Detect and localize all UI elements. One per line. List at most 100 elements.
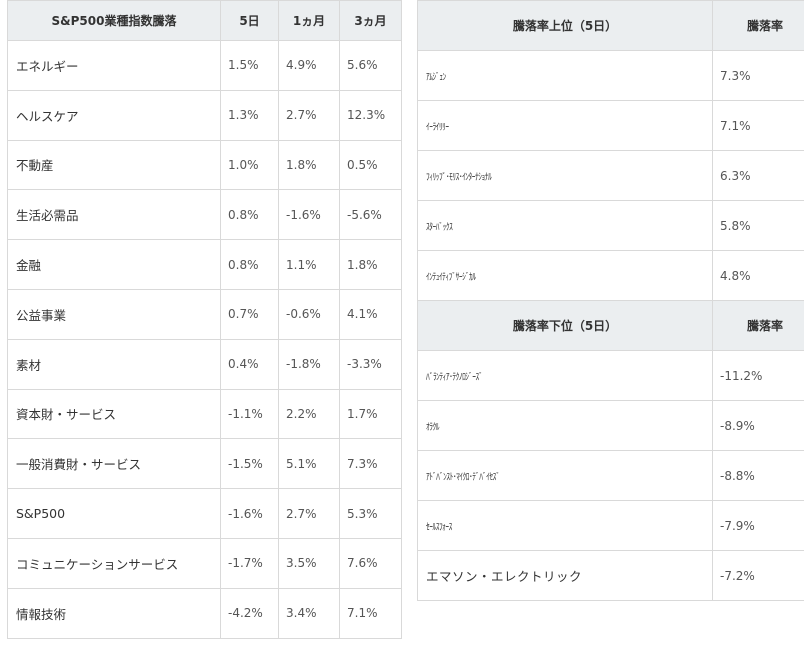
change-1month: 3.5%: [278, 537, 340, 589]
change-3month: 1.7%: [339, 388, 402, 440]
header-top-losers: 騰落率下位（5日）: [417, 300, 713, 351]
change-3month: 0.5%: [339, 139, 402, 191]
bottom-header-row: 騰落率下位（5日） 騰落率: [417, 300, 804, 351]
stock-ranking-table: 騰落率上位（5日） 騰落率 ｱﾑｼﾞｪﾝ 7.3% ｲｰﾗｲﾘﾘｰ 7.1% ﾌｨﾘｯﾌ…: [417, 0, 804, 601]
change-rate: 6.3%: [712, 150, 804, 201]
change-3month: 7.6%: [339, 537, 402, 589]
table-row: ｵﾗｸﾙ -8.9%: [417, 400, 804, 451]
change-rate: 4.8%: [712, 250, 804, 301]
change-1month: 2.2%: [278, 388, 340, 440]
change-1month: -1.8%: [278, 338, 340, 390]
company-name-text: ｱﾑｼﾞｪﾝ: [426, 71, 446, 83]
table-row: ｱﾄﾞﾊﾞﾝｽﾄ･ﾏｲｸﾛ･ﾃﾞﾊﾞｲｾｽﾞ -8.8%: [417, 450, 804, 501]
change-3month: 7.3%: [339, 438, 402, 490]
change-rate: 7.1%: [712, 100, 804, 151]
change-1month: 5.1%: [278, 438, 340, 490]
company-name-text: ｲﾝﾃｭｲﾃｨﾌﾞｻｰｼﾞｶﾙ: [426, 271, 476, 283]
change-3month: 1.8%: [339, 239, 402, 290]
company-name: ﾊﾟﾗﾝﾃｨｱ･ﾃｸﾉﾛｼﾞｰｽﾞ: [417, 350, 713, 401]
company-name-text: ﾌｨﾘｯﾌﾟ･ﾓﾘｽ･ｲﾝﾀｰﾅｼｮﾅﾙ: [426, 171, 492, 183]
company-name: ｲﾝﾃｭｲﾃｨﾌﾞｻｰｼﾞｶﾙ: [417, 250, 713, 301]
change-rate: 5.8%: [712, 200, 804, 251]
company-name: ｽﾀｰﾊﾞｯｸｽ: [417, 200, 713, 251]
company-name-text: ｽﾀｰﾊﾞｯｸｽ: [426, 221, 453, 233]
sector-name: 金融: [7, 239, 221, 290]
table-row: 一般消費財・サービス -1.5% 5.1% 7.3%: [7, 438, 402, 490]
company-name-text: ﾊﾟﾗﾝﾃｨｱ･ﾃｸﾉﾛｼﾞｰｽﾞ: [426, 371, 483, 383]
table-header-row: S&P500業種指数騰落 5日 1ヵ月 3ヵ月: [7, 0, 402, 41]
header-top-rate: 騰落率: [712, 0, 804, 51]
sector-name: コミュニケーションサービス: [7, 537, 221, 589]
sector-name: ヘルスケア: [7, 89, 221, 141]
change-1month: 3.4%: [278, 587, 340, 639]
change-3month: 5.6%: [339, 40, 402, 91]
table-row: ﾊﾟﾗﾝﾃｨｱ･ﾃｸﾉﾛｼﾞｰｽﾞ -11.2%: [417, 350, 804, 401]
sector-name: 素材: [7, 338, 221, 390]
change-1month: 1.1%: [278, 239, 340, 290]
change-3month: -3.3%: [339, 338, 402, 390]
change-5day: 0.8%: [220, 189, 279, 241]
header-bottom-rate: 騰落率: [712, 300, 804, 351]
sector-name: 情報技術: [7, 587, 221, 639]
change-5day: 0.4%: [220, 338, 279, 390]
company-name: ｾｰﾙｽﾌｫｰｽ: [417, 500, 713, 551]
table-row: エマソン・エレクトリック -7.2%: [417, 550, 804, 601]
change-3month: 7.1%: [339, 587, 402, 639]
table-row: ｽﾀｰﾊﾞｯｸｽ 5.8%: [417, 200, 804, 251]
change-rate: -7.2%: [712, 550, 804, 601]
table-row: 公益事業 0.7% -0.6% 4.1%: [7, 288, 402, 340]
change-5day: -1.7%: [220, 537, 279, 589]
change-5day: -1.6%: [220, 488, 279, 539]
sector-name: 資本財・サービス: [7, 388, 221, 440]
change-rate: -7.9%: [712, 500, 804, 551]
company-name-text: ｵﾗｸﾙ: [426, 421, 439, 433]
table-row: 素材 0.4% -1.8% -3.3%: [7, 338, 402, 390]
table-row: ヘルスケア 1.3% 2.7% 12.3%: [7, 89, 402, 141]
company-name: ｱﾄﾞﾊﾞﾝｽﾄ･ﾏｲｸﾛ･ﾃﾞﾊﾞｲｾｽﾞ: [417, 450, 713, 501]
change-5day: 0.7%: [220, 288, 279, 340]
change-5day: 0.8%: [220, 239, 279, 290]
change-1month: 4.9%: [278, 40, 340, 91]
change-1month: -1.6%: [278, 189, 340, 241]
company-name: ｱﾑｼﾞｪﾝ: [417, 50, 713, 101]
table-row: 資本財・サービス -1.1% 2.2% 1.7%: [7, 388, 402, 440]
table-row: 金融 0.8% 1.1% 1.8%: [7, 239, 402, 290]
change-5day: 1.5%: [220, 40, 279, 91]
top-header-row: 騰落率上位（5日） 騰落率: [417, 0, 804, 51]
table-row: コミュニケーションサービス -1.7% 3.5% 7.6%: [7, 537, 402, 589]
change-1month: 2.7%: [278, 488, 340, 539]
sector-name: S&P500: [7, 488, 221, 539]
table-row: ｲﾝﾃｭｲﾃｨﾌﾞｻｰｼﾞｶﾙ 4.8%: [417, 250, 804, 301]
change-5day: -1.1%: [220, 388, 279, 440]
header-5day: 5日: [220, 0, 279, 41]
header-sector: S&P500業種指数騰落: [7, 0, 221, 41]
change-5day: 1.3%: [220, 89, 279, 141]
change-3month: 12.3%: [339, 89, 402, 141]
company-name: ﾌｨﾘｯﾌﾟ･ﾓﾘｽ･ｲﾝﾀｰﾅｼｮﾅﾙ: [417, 150, 713, 201]
table-row: ｱﾑｼﾞｪﾝ 7.3%: [417, 50, 804, 101]
company-name: ｲｰﾗｲﾘﾘｰ: [417, 100, 713, 151]
company-name: エマソン・エレクトリック: [417, 550, 713, 601]
sector-name: 生活必需品: [7, 189, 221, 241]
change-5day: 1.0%: [220, 139, 279, 191]
company-name-text: ｲｰﾗｲﾘﾘｰ: [426, 121, 449, 133]
change-3month: 4.1%: [339, 288, 402, 340]
sector-name: 不動産: [7, 139, 221, 191]
change-rate: -8.8%: [712, 450, 804, 501]
company-name-text: エマソン・エレクトリック: [426, 569, 583, 584]
table-row: ｲｰﾗｲﾘﾘｰ 7.1%: [417, 100, 804, 151]
table-row: エネルギー 1.5% 4.9% 5.6%: [7, 40, 402, 91]
change-5day: -1.5%: [220, 438, 279, 490]
company-name-text: ｾｰﾙｽﾌｫｰｽ: [426, 521, 452, 533]
change-3month: 5.3%: [339, 488, 402, 539]
company-name: ｵﾗｸﾙ: [417, 400, 713, 451]
header-1month: 1ヵ月: [278, 0, 340, 41]
sector-name: エネルギー: [7, 40, 221, 91]
change-3month: -5.6%: [339, 189, 402, 241]
change-rate: -8.9%: [712, 400, 804, 451]
header-3month: 3ヵ月: [339, 0, 402, 41]
sector-name: 一般消費財・サービス: [7, 438, 221, 490]
header-top-gainers: 騰落率上位（5日）: [417, 0, 713, 51]
sector-performance-table: S&P500業種指数騰落 5日 1ヵ月 3ヵ月 エネルギー 1.5% 4.9% 5.6…: [7, 0, 402, 639]
table-row: S&P500 -1.6% 2.7% 5.3%: [7, 488, 402, 539]
